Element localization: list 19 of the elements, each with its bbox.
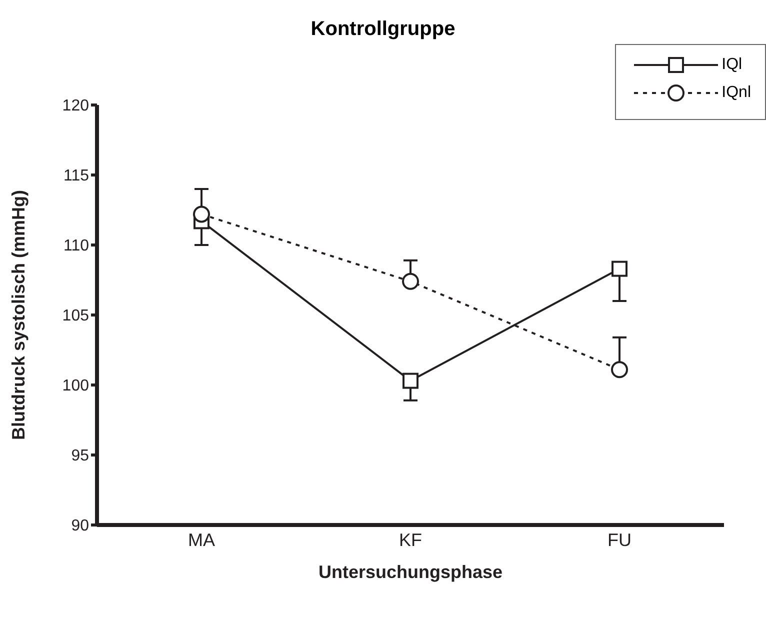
- y-tick-label: 105: [62, 308, 90, 325]
- y-tick-label: 120: [62, 98, 90, 115]
- y-axis-title: Blutdruck systolisch (mmHg): [8, 190, 28, 440]
- point: [402, 272, 419, 290]
- y-tick-label: 95: [71, 448, 90, 465]
- y-tick-label: 115: [63, 168, 90, 185]
- x-tick-label: FU: [608, 530, 632, 550]
- point: [611, 361, 628, 378]
- legend-frame: IQl IQnl: [614, 44, 766, 120]
- point: [402, 372, 418, 389]
- y-tick-label: 100: [62, 378, 90, 395]
- point: [612, 260, 628, 277]
- point: [193, 206, 210, 223]
- x-tick-label: KF: [398, 530, 422, 550]
- y-tick-label: 90: [71, 518, 90, 535]
- x-tick-label: MA: [188, 530, 215, 550]
- chart-title: Kontrollgruppe: [310, 18, 456, 41]
- y-tick-label: 110: [63, 238, 90, 255]
- x-axis-title: Untersuchungsphase: [318, 562, 503, 582]
